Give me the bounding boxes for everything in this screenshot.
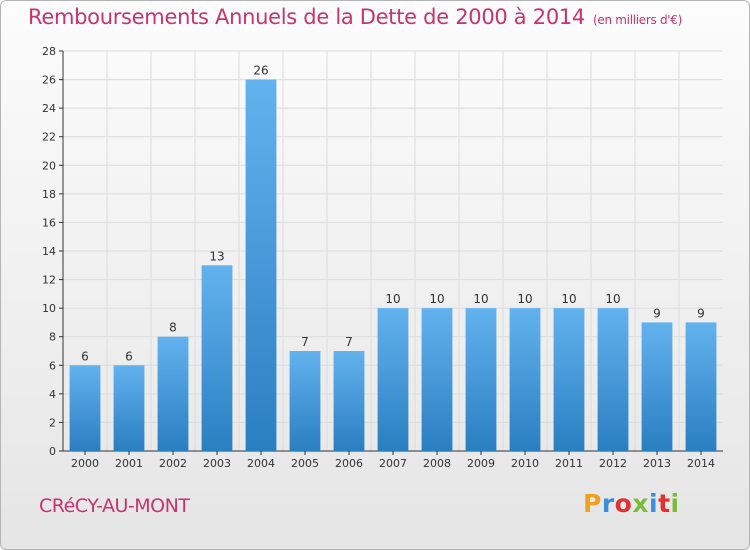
y-tick-label: 12 <box>42 274 56 287</box>
data-label: 6 <box>81 349 89 363</box>
data-label: 7 <box>301 335 309 349</box>
data-label: 10 <box>385 292 400 306</box>
logo-letter: r <box>601 489 615 518</box>
y-tick-label: 26 <box>42 74 56 87</box>
unit-label: (en milliers d'€) <box>593 13 683 27</box>
bar <box>685 322 717 451</box>
x-tick-label: 2010 <box>511 457 539 470</box>
data-label: 6 <box>125 349 133 363</box>
labels: 0246810121416182022242628200062001620028… <box>42 45 715 470</box>
x-tick-label: 2014 <box>687 457 715 470</box>
y-tick-label: 16 <box>42 216 56 229</box>
commune-name: CRéCY-AU-MONT <box>39 495 190 517</box>
x-tick-label: 2013 <box>643 457 671 470</box>
bar <box>421 308 453 451</box>
chart-title: Remboursements Annuels de la Dette de 20… <box>28 5 682 29</box>
bar <box>509 308 541 451</box>
bar <box>377 308 409 451</box>
bar <box>245 79 277 452</box>
bars <box>69 79 717 452</box>
x-tick-label: 2001 <box>115 457 143 470</box>
y-tick-label: 0 <box>49 445 56 458</box>
x-tick-label: 2006 <box>335 457 363 470</box>
y-tick-label: 14 <box>42 245 56 258</box>
bar <box>289 351 321 451</box>
data-label: 10 <box>473 292 488 306</box>
y-tick-label: 18 <box>42 188 56 201</box>
x-tick-label: 2009 <box>467 457 495 470</box>
data-label: 13 <box>209 249 224 263</box>
y-tick-label: 24 <box>42 102 56 115</box>
y-tick-label: 20 <box>42 159 56 172</box>
x-tick-label: 2011 <box>555 457 583 470</box>
data-label: 10 <box>561 292 576 306</box>
bar <box>69 365 101 451</box>
bar <box>113 365 145 451</box>
x-tick-label: 2012 <box>599 457 627 470</box>
bar <box>465 308 497 451</box>
bar <box>157 336 189 451</box>
x-tick-label: 2004 <box>247 457 275 470</box>
x-tick-label: 2002 <box>159 457 187 470</box>
logo-letter: i <box>670 489 680 518</box>
y-tick-label: 8 <box>49 331 56 344</box>
data-label: 26 <box>253 64 268 78</box>
x-tick-label: 2008 <box>423 457 451 470</box>
logo-letter: o <box>614 489 633 518</box>
y-tick-label: 10 <box>42 302 56 315</box>
y-tick-label: 2 <box>49 416 56 429</box>
logo-letter: i <box>649 489 659 518</box>
proxiti-logo[interactable]: Proxiti <box>583 489 680 518</box>
x-tick-label: 2005 <box>291 457 319 470</box>
data-label: 7 <box>345 335 353 349</box>
x-tick-label: 2000 <box>71 457 99 470</box>
x-tick-label: 2007 <box>379 457 407 470</box>
y-tick-label: 22 <box>42 131 56 144</box>
bar <box>641 322 673 451</box>
data-label: 9 <box>653 306 661 320</box>
bar <box>333 351 365 451</box>
data-label: 10 <box>605 292 620 306</box>
bar <box>597 308 629 451</box>
title-text: Remboursements Annuels de la Dette de 20… <box>28 5 585 29</box>
x-tick-label: 2003 <box>203 457 231 470</box>
logo-letter: x <box>632 489 649 518</box>
data-label: 10 <box>429 292 444 306</box>
bar <box>553 308 585 451</box>
data-label: 9 <box>697 306 705 320</box>
y-tick-label: 6 <box>49 359 56 372</box>
data-label: 8 <box>169 321 177 335</box>
logo-letter: P <box>583 489 602 518</box>
bar <box>201 265 233 451</box>
logo-letter: t <box>658 489 671 518</box>
y-tick-label: 4 <box>49 388 56 401</box>
y-tick-label: 28 <box>42 45 56 58</box>
data-label: 10 <box>517 292 532 306</box>
